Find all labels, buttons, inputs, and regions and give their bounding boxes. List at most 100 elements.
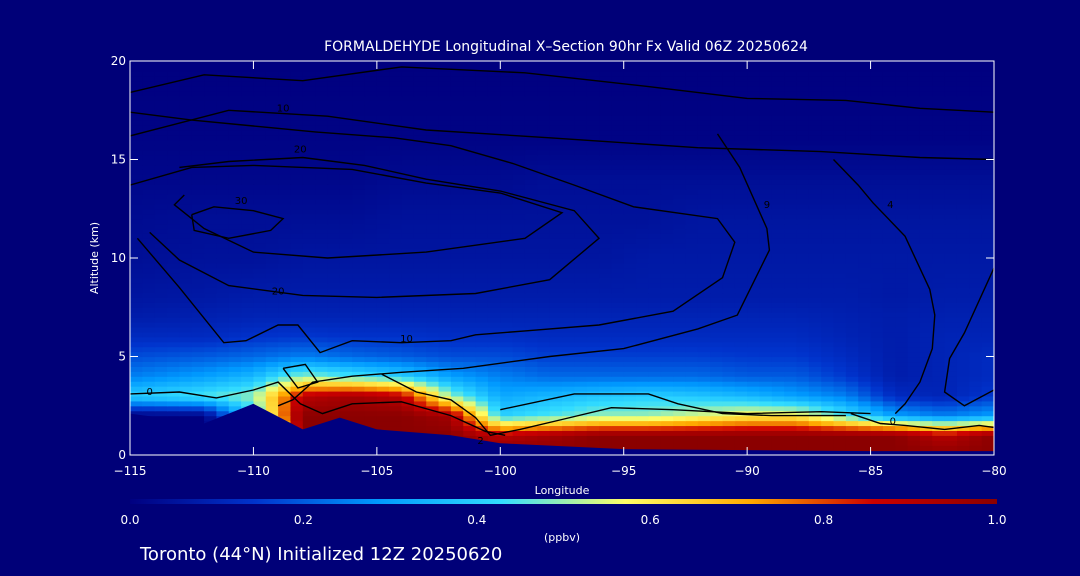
color-field-cell	[833, 267, 847, 274]
color-field-cell	[882, 346, 896, 353]
color-field-cell	[389, 420, 403, 427]
color-field-cell	[401, 336, 415, 343]
color-field-cell	[450, 405, 464, 412]
color-field-cell	[524, 346, 538, 353]
color-field-cell	[154, 272, 168, 279]
color-field-cell	[278, 287, 292, 294]
color-field-cell	[278, 189, 292, 195]
color-field-cell	[870, 381, 884, 387]
color-field-cell	[426, 115, 440, 121]
color-field-cell	[784, 302, 798, 308]
color-field-cell	[611, 336, 625, 343]
color-field-cell	[487, 322, 501, 328]
chart-title: FORMALDEHYDE Longitudinal X–Section 90hr…	[324, 39, 808, 55]
color-field-cell	[845, 248, 859, 254]
color-field-cell	[956, 341, 970, 348]
color-field-cell	[438, 174, 452, 180]
color-field-cell	[524, 307, 538, 313]
color-field-cell	[524, 287, 538, 294]
color-field-cell	[562, 193, 575, 200]
color-field-cell	[858, 193, 872, 200]
color-field-cell	[389, 292, 403, 298]
color-field-cell	[130, 105, 143, 111]
color-field-cell	[438, 164, 452, 170]
color-field-cell	[660, 169, 674, 175]
color-field-cell	[463, 223, 477, 230]
color-field-cell	[685, 115, 699, 121]
color-field-cell	[364, 125, 378, 131]
color-field-cell	[673, 312, 687, 318]
color-field-cell	[315, 253, 329, 259]
color-field-cell	[599, 361, 612, 367]
color-field-cell	[500, 228, 514, 234]
color-field-cell	[845, 213, 859, 220]
color-field-cell	[685, 366, 699, 372]
color-field-cell	[636, 346, 649, 353]
color-field-cell	[821, 386, 835, 392]
color-field-cell	[339, 258, 353, 264]
color-field-cell	[734, 277, 748, 284]
color-field-cell	[907, 371, 921, 377]
color-field-cell	[475, 297, 489, 303]
color-field-cell	[734, 253, 748, 259]
color-field-cell	[463, 184, 477, 190]
color-field-cell	[722, 376, 736, 382]
color-field-cell	[586, 346, 600, 353]
color-field-cell	[944, 233, 958, 239]
color-field-cell	[919, 445, 933, 451]
color-field-cell	[426, 331, 440, 338]
color-field-cell	[636, 386, 649, 392]
color-field-cell	[562, 425, 575, 431]
color-field-cell	[660, 361, 674, 367]
color-field-cell	[586, 395, 600, 402]
color-field-cell	[142, 154, 156, 161]
color-field-cell	[512, 154, 526, 161]
color-field-cell	[352, 169, 366, 175]
color-field-cell	[845, 395, 859, 402]
color-field-cell	[771, 351, 785, 358]
color-field-cell	[697, 331, 711, 338]
color-field-cell	[302, 361, 316, 367]
color-field-cell	[487, 297, 501, 303]
color-field-cell	[796, 346, 810, 353]
color-field-cell	[907, 435, 921, 441]
color-field-cell	[648, 174, 662, 180]
color-field-cell	[438, 351, 452, 358]
color-field-cell	[944, 198, 958, 205]
color-field-cell	[808, 430, 822, 436]
color-field-cell	[204, 386, 217, 392]
color-field-cell	[796, 420, 810, 427]
color-field-cell	[796, 243, 810, 249]
color-field-cell	[907, 169, 921, 175]
color-field-cell	[907, 115, 921, 121]
color-field-cell	[537, 282, 551, 289]
color-field-cell	[808, 139, 822, 146]
color-field-cell	[599, 262, 612, 269]
color-field-cell	[167, 258, 180, 264]
color-field-cell	[808, 129, 822, 136]
color-field-cell	[833, 203, 847, 210]
color-field-cell	[426, 228, 440, 234]
color-field-cell	[882, 282, 896, 289]
color-field-cell	[623, 213, 637, 220]
color-field-cell	[315, 272, 329, 279]
color-field-cell	[487, 198, 501, 205]
color-field-cell	[574, 297, 588, 303]
color-field-cell	[487, 400, 501, 407]
color-field-cell	[537, 218, 551, 225]
color-field-cell	[734, 381, 748, 387]
color-field-cell	[327, 218, 341, 225]
color-field-cell	[154, 292, 168, 298]
color-field-cell	[524, 134, 538, 141]
color-field-cell	[426, 233, 440, 239]
color-field-cell	[413, 193, 427, 200]
color-field-cell	[759, 149, 773, 156]
color-field-cell	[253, 307, 267, 313]
color-field-cell	[907, 198, 921, 205]
color-field-cell	[685, 312, 699, 318]
color-field-cell	[450, 277, 464, 284]
color-field-cell	[895, 228, 909, 234]
color-field-cell	[339, 159, 353, 166]
color-field-cell	[376, 139, 390, 146]
color-field-cell	[278, 169, 292, 175]
